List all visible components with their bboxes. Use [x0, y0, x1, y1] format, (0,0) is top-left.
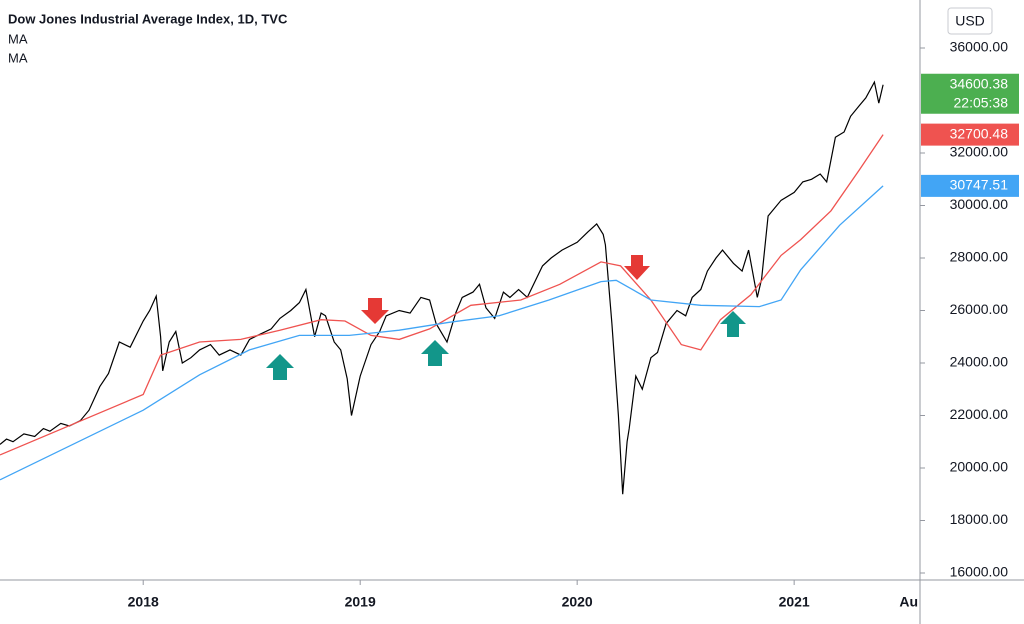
- y-tick-label: 18000.00: [950, 511, 1009, 527]
- currency-label[interactable]: USD: [955, 13, 985, 29]
- y-tick-label: 24000.00: [950, 354, 1009, 370]
- y-tick-label: 22000.00: [950, 406, 1009, 422]
- x-tick-label: 2019: [345, 594, 376, 610]
- y-tick-label: 16000.00: [950, 564, 1009, 580]
- last-value-tag: [921, 174, 1019, 197]
- last-value-label: 32700.48: [950, 125, 1009, 141]
- y-tick-label: 26000.00: [950, 301, 1009, 317]
- sell-arrow: [624, 255, 650, 280]
- last-value-label: 34600.38: [950, 75, 1009, 91]
- countdown-label: 22:05:38: [954, 94, 1009, 110]
- buy-arrow: [720, 311, 746, 337]
- signal-arrows: [266, 255, 746, 380]
- moving-average-line: [0, 134, 884, 456]
- moving-average-line: [0, 185, 884, 481]
- x-tick-label: 2018: [128, 594, 159, 610]
- x-tick-label: 2021: [779, 594, 810, 610]
- chart-title: Dow Jones Industrial Average Index, 1D, …: [8, 11, 288, 26]
- x-tick-label: Au: [899, 594, 918, 610]
- plot-area: [0, 80, 884, 495]
- last-value-label: 30747.51: [950, 177, 1009, 193]
- legend-entry: MA: [8, 50, 28, 65]
- currency-button[interactable]: [947, 7, 993, 35]
- buy-arrow: [266, 354, 294, 380]
- x-tick-label: 2020: [562, 594, 593, 610]
- y-tick-label: 36000.00: [950, 39, 1009, 55]
- sell-arrow: [361, 298, 389, 324]
- legend-entry: MA: [8, 31, 28, 46]
- y-tick-label: 28000.00: [950, 249, 1009, 265]
- last-value-tag: [921, 73, 1019, 114]
- last-value-tag: [921, 123, 1019, 146]
- price-line: [0, 80, 884, 495]
- y-tick-label: 30000.00: [950, 196, 1009, 212]
- y-tick-label: 32000.00: [950, 144, 1009, 160]
- y-tick-label: 20000.00: [950, 459, 1009, 475]
- buy-arrow: [421, 340, 449, 366]
